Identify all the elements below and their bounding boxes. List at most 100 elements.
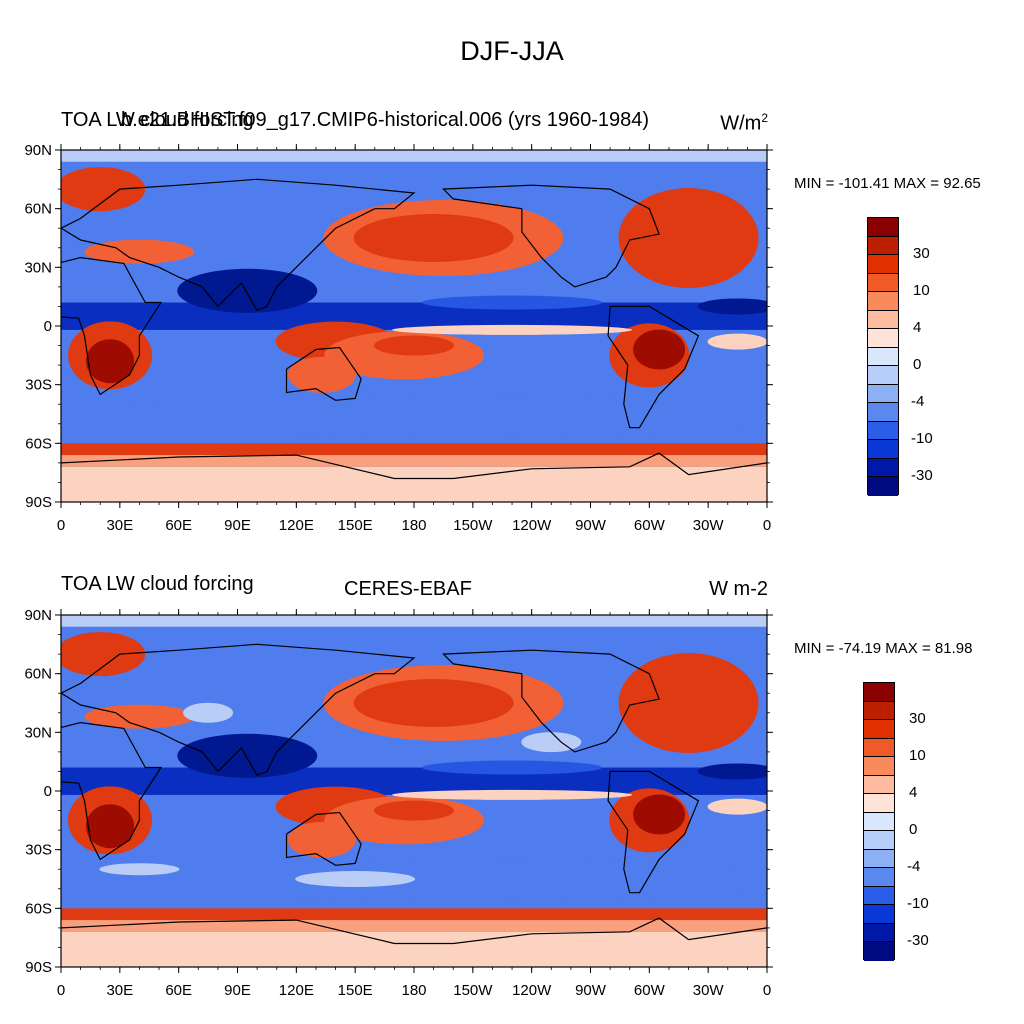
colorbar-segment [864,720,894,739]
panel-units: W m-2 [709,578,768,601]
coastline [61,452,767,480]
colorbar-segment [868,347,898,367]
mideast-warm [84,704,195,729]
colorbar-segment [864,831,894,850]
lon-tick-label: 150E [338,517,373,534]
lat-tick-label: 30N [24,259,52,276]
lat-tick-label: 90S [25,494,52,511]
colorbar-segment [868,236,898,256]
panel-center-title: b.e21.BHIST.f09_g17.CMIP6-historical.006… [121,109,650,131]
colorbar-label: 0 [913,356,922,374]
lon-tick-label: 120W [512,982,552,999]
units-superscript: 2 [761,111,768,125]
africa-core [86,339,135,384]
colorbar-label: 4 [909,784,918,802]
obs-south-light [295,871,416,887]
obs-scattered-light [99,863,180,876]
lon-tick-label: 60E [165,982,192,999]
lat-tick-label: 30S [25,842,52,859]
colorbar-label: -4 [911,393,925,411]
lon-tick-label: 60W [634,517,666,534]
lon-tick-label: 30W [693,517,725,534]
lon-tick-label: 0 [763,982,771,999]
lon-tick-label: 120W [512,517,552,534]
arctic-band [61,150,767,162]
lon-tick-label: 90E [224,517,251,534]
pacific-neutral [392,789,633,800]
coastline [61,722,163,861]
colorbar-label: 0 [909,821,918,839]
colorbar-segment [868,292,898,311]
coastline [285,346,362,401]
north-atlantic-warm [618,653,759,753]
colorbar-segment [864,701,894,721]
lat-tick-label: 60N [24,201,52,218]
minmax-label: MIN = -74.19 MAX = 81.98 [794,640,973,657]
lon-tick-label: 120E [279,517,314,534]
asia-monsoon-navy [177,733,318,778]
colorbar-segment [868,384,898,404]
colorbar-segment [864,849,894,869]
pacific-itcz-blue [422,760,603,775]
panel-units: W/m2 [720,111,768,136]
colorbar-segment [868,366,898,385]
lat-tick-label: 90N [24,142,52,159]
europe-warm [61,632,146,677]
units-text: W/m [720,112,762,135]
lat-tick-label: 60S [25,435,52,452]
colorbar-segment [864,683,894,702]
lat-tick-label: 0 [44,783,52,800]
pacific-neutral [392,324,633,335]
colorbar-segment [868,310,898,330]
lon-tick-label: 150W [453,982,493,999]
south-pacific-core [374,800,454,821]
colorbar-segment [864,905,894,924]
south-pacific-core [374,335,454,356]
lon-tick-label: 30E [106,982,133,999]
colorbar-label: 30 [913,245,930,263]
obs-tibet-light [183,702,234,723]
africa-core [86,804,135,849]
lon-tick-label: 180 [401,982,426,999]
lat-tick-label: 60N [24,666,52,683]
colorbar-label: -10 [911,430,933,448]
colorbar-label: 10 [909,747,926,765]
colorbar-segment [864,886,894,906]
lat-tick-label: 30S [25,377,52,394]
units-text: W m-2 [709,578,768,600]
asia-monsoon-navy [177,268,318,313]
main-title: DJF-JJA [460,36,564,66]
obs-map-axes: 90N 60N 30N 0 30S 60S 90S 0 30E 60E 90E 120E 150E 180… [24,607,773,999]
north-atlantic-warm [618,188,759,288]
model-colorbar: 30 10 4 0 -4 -10 -30 [867,217,933,496]
colorbar-segment [868,477,898,496]
lon-tick-label: 150W [453,517,493,534]
lon-tick-label: 60W [634,982,666,999]
colorbar-label: -30 [911,467,933,485]
coastline [607,770,700,894]
coastline [607,305,700,429]
lon-tick-label: 30E [106,517,133,534]
north-pacific-core [353,679,514,727]
coastline [442,184,660,288]
obs-pacific-light [521,732,582,753]
arctic-band [61,615,767,627]
coastline [285,811,362,866]
lon-tick-label: 0 [57,517,65,534]
lon-tick-label: 0 [763,517,771,534]
coastline [61,643,416,777]
south-america-core [633,794,686,835]
colorbar-segment [864,923,894,943]
lat-tick-label: 0 [44,318,52,335]
colorbar-label: 4 [913,319,922,337]
colorbar-segment [864,794,894,813]
colorbar-segment [868,458,898,478]
colorbar-segment [868,273,898,293]
obs-map [60,614,768,968]
colorbar-label: -30 [907,932,929,950]
antarctic-band [61,466,767,502]
colorbar-segment [864,812,894,832]
lat-tick-label: 90N [24,607,52,624]
colorbar-segment [868,403,898,422]
lon-tick-label: 120E [279,982,314,999]
